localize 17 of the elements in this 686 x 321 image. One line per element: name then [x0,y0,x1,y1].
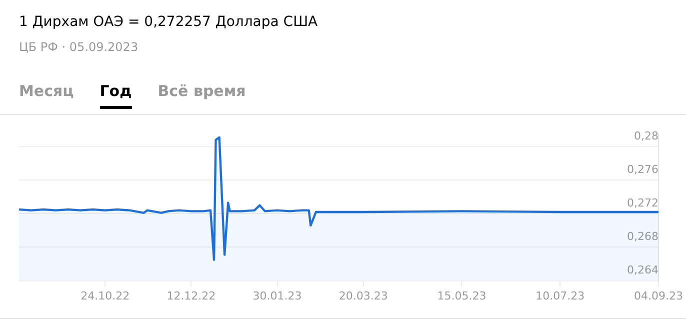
x-tick-label: 04.09.23 [634,289,683,302]
text: Год [100,82,132,109]
text: Месяц [19,82,74,102]
text: Всё время [158,82,246,102]
y-tick-label: 0,272 [627,196,659,210]
y-tick-label: 0,268 [627,230,659,244]
x-tick-label: 10.07.23 [536,289,585,302]
y-tick-label: 0,264 [627,264,659,277]
x-tick-label: 24.10.22 [80,289,130,302]
chart-subtitle: ЦБ РФ · 05.09.2023 [19,40,138,54]
y-tick-label: 0,276 [627,162,659,176]
y-tick-label: 0,28 [634,129,659,142]
x-tick-label: 12.12.22 [166,289,216,302]
x-tick-label: 15.05.23 [437,289,486,302]
x-tick-label: 20.03.23 [338,289,388,302]
chart-title: 1 Дирхам ОАЭ = 0,272257 Доллара США [19,14,318,30]
x-tick-label: 30.01.23 [252,289,302,302]
